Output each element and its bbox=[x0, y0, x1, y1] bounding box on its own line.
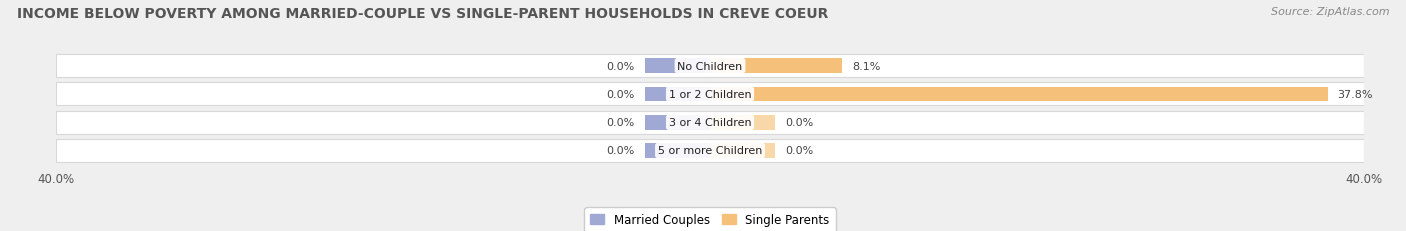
Text: 0.0%: 0.0% bbox=[606, 118, 636, 128]
Bar bbox=[710, 143, 776, 158]
Text: 0.0%: 0.0% bbox=[606, 61, 636, 71]
Bar bbox=[710, 59, 842, 74]
Text: 3 or 4 Children: 3 or 4 Children bbox=[669, 118, 751, 128]
Bar bbox=[56, 139, 1364, 162]
Bar bbox=[644, 115, 710, 130]
Text: 1 or 2 Children: 1 or 2 Children bbox=[669, 89, 751, 100]
Text: 0.0%: 0.0% bbox=[606, 89, 636, 100]
Bar bbox=[644, 59, 710, 74]
Text: 8.1%: 8.1% bbox=[852, 61, 880, 71]
Text: INCOME BELOW POVERTY AMONG MARRIED-COUPLE VS SINGLE-PARENT HOUSEHOLDS IN CREVE C: INCOME BELOW POVERTY AMONG MARRIED-COUPL… bbox=[17, 7, 828, 21]
Text: Source: ZipAtlas.com: Source: ZipAtlas.com bbox=[1271, 7, 1389, 17]
Text: 37.8%: 37.8% bbox=[1337, 89, 1374, 100]
Text: No Children: No Children bbox=[678, 61, 742, 71]
Bar bbox=[644, 87, 710, 102]
Bar bbox=[56, 55, 1364, 78]
Bar bbox=[56, 83, 1364, 106]
Bar bbox=[644, 143, 710, 158]
Text: 0.0%: 0.0% bbox=[606, 146, 636, 156]
Legend: Married Couples, Single Parents: Married Couples, Single Parents bbox=[585, 207, 835, 231]
Bar bbox=[710, 115, 776, 130]
Bar bbox=[56, 111, 1364, 134]
Text: 0.0%: 0.0% bbox=[785, 118, 814, 128]
Text: 0.0%: 0.0% bbox=[785, 146, 814, 156]
Bar bbox=[710, 87, 1327, 102]
Text: 5 or more Children: 5 or more Children bbox=[658, 146, 762, 156]
